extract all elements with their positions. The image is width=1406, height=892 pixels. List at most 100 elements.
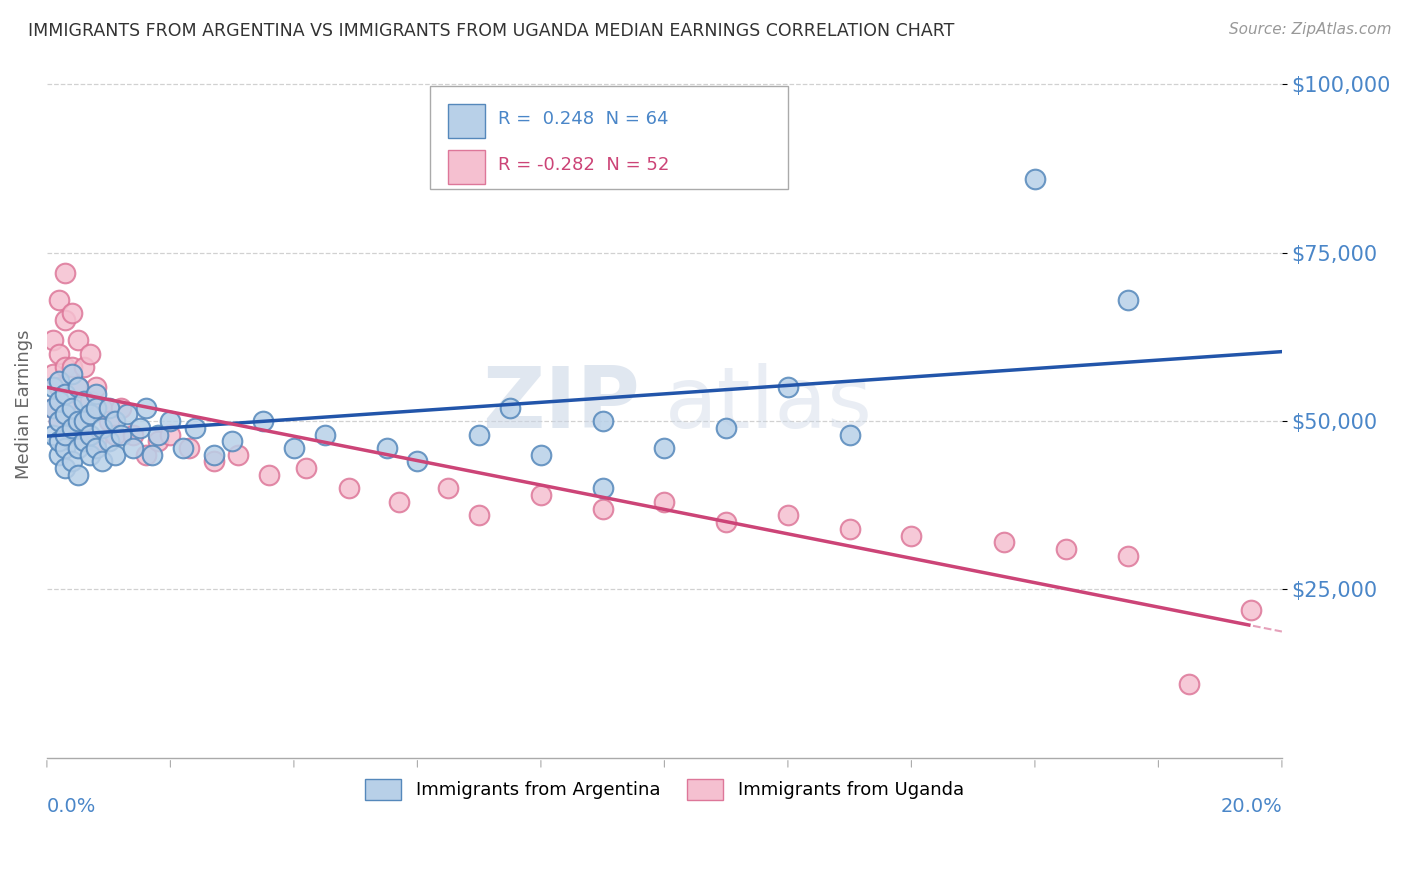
Point [91, 401, 114, 415]
Point [97, 401, 120, 415]
Point [84, 401, 107, 415]
Point [48, 347, 70, 361]
Text: R = -0.282  N = 52: R = -0.282 N = 52 [498, 156, 669, 174]
Point [1178, 676, 1201, 690]
Point [48, 434, 70, 449]
Point [84, 434, 107, 449]
Point [84, 380, 107, 394]
Point [91, 421, 114, 435]
Point [159, 427, 181, 442]
Point [79, 407, 101, 421]
Point [295, 461, 318, 475]
Point [1024, 171, 1046, 186]
Point [60, 421, 83, 435]
Point [838, 522, 860, 536]
Point [55, 313, 77, 327]
Point [73, 393, 96, 408]
Point [1240, 602, 1263, 616]
Point [48, 448, 70, 462]
Point [135, 448, 157, 462]
Point [104, 448, 127, 462]
Point [55, 441, 77, 455]
Point [42, 427, 65, 442]
Y-axis label: Median Earnings: Median Earnings [15, 329, 32, 479]
Point [60, 367, 83, 381]
Point [48, 414, 70, 428]
Point [283, 441, 305, 455]
Point [60, 306, 83, 320]
Point [66, 427, 89, 442]
Point [48, 393, 70, 408]
Point [900, 528, 922, 542]
Point [388, 495, 411, 509]
FancyBboxPatch shape [430, 86, 787, 188]
Point [66, 380, 89, 394]
Text: 20.0%: 20.0% [1220, 797, 1282, 815]
Point [48, 380, 70, 394]
Point [91, 454, 114, 468]
Point [654, 495, 676, 509]
Point [79, 427, 101, 442]
Point [79, 448, 101, 462]
Text: IMMIGRANTS FROM ARGENTINA VS IMMIGRANTS FROM UGANDA MEDIAN EARNINGS CORRELATION : IMMIGRANTS FROM ARGENTINA VS IMMIGRANTS … [28, 22, 955, 40]
Text: ZIP: ZIP [482, 363, 640, 446]
Point [73, 434, 96, 449]
Point [84, 441, 107, 455]
Point [172, 441, 194, 455]
Point [714, 515, 737, 529]
Bar [449, 150, 485, 184]
Point [42, 380, 65, 394]
Point [146, 427, 169, 442]
Point [141, 448, 163, 462]
Point [530, 448, 553, 462]
Point [202, 448, 225, 462]
Point [146, 434, 169, 449]
Point [177, 441, 200, 455]
Point [1054, 541, 1077, 556]
Point [60, 360, 83, 375]
Point [339, 482, 361, 496]
Point [42, 333, 65, 347]
Point [55, 266, 77, 280]
Point [437, 482, 460, 496]
Point [55, 427, 77, 442]
Text: atlas: atlas [665, 363, 872, 446]
Point [66, 333, 89, 347]
Point [838, 427, 860, 442]
Point [66, 380, 89, 394]
Point [202, 454, 225, 468]
Point [776, 508, 799, 523]
Point [79, 347, 101, 361]
Point [60, 454, 83, 468]
Point [104, 427, 127, 442]
Point [257, 467, 280, 482]
Point [73, 414, 96, 428]
Point [122, 427, 145, 442]
Text: 0.0%: 0.0% [46, 797, 96, 815]
Bar [449, 103, 485, 137]
Point [184, 421, 207, 435]
Point [97, 434, 120, 449]
Point [714, 421, 737, 435]
Point [42, 401, 65, 415]
Text: Source: ZipAtlas.com: Source: ZipAtlas.com [1229, 22, 1392, 37]
Point [135, 401, 157, 415]
Point [66, 441, 89, 455]
Point [115, 407, 138, 421]
Point [48, 293, 70, 307]
Point [55, 360, 77, 375]
Point [55, 401, 77, 415]
Point [48, 374, 70, 388]
Text: R =  0.248  N = 64: R = 0.248 N = 64 [498, 111, 668, 128]
Point [128, 421, 150, 435]
Point [314, 427, 336, 442]
Point [110, 401, 132, 415]
Point [993, 535, 1015, 549]
Point [406, 454, 429, 468]
Point [252, 414, 274, 428]
Legend: Immigrants from Argentina, Immigrants from Uganda: Immigrants from Argentina, Immigrants fr… [356, 770, 973, 809]
Point [66, 467, 89, 482]
Point [122, 441, 145, 455]
Point [42, 367, 65, 381]
Point [499, 401, 522, 415]
